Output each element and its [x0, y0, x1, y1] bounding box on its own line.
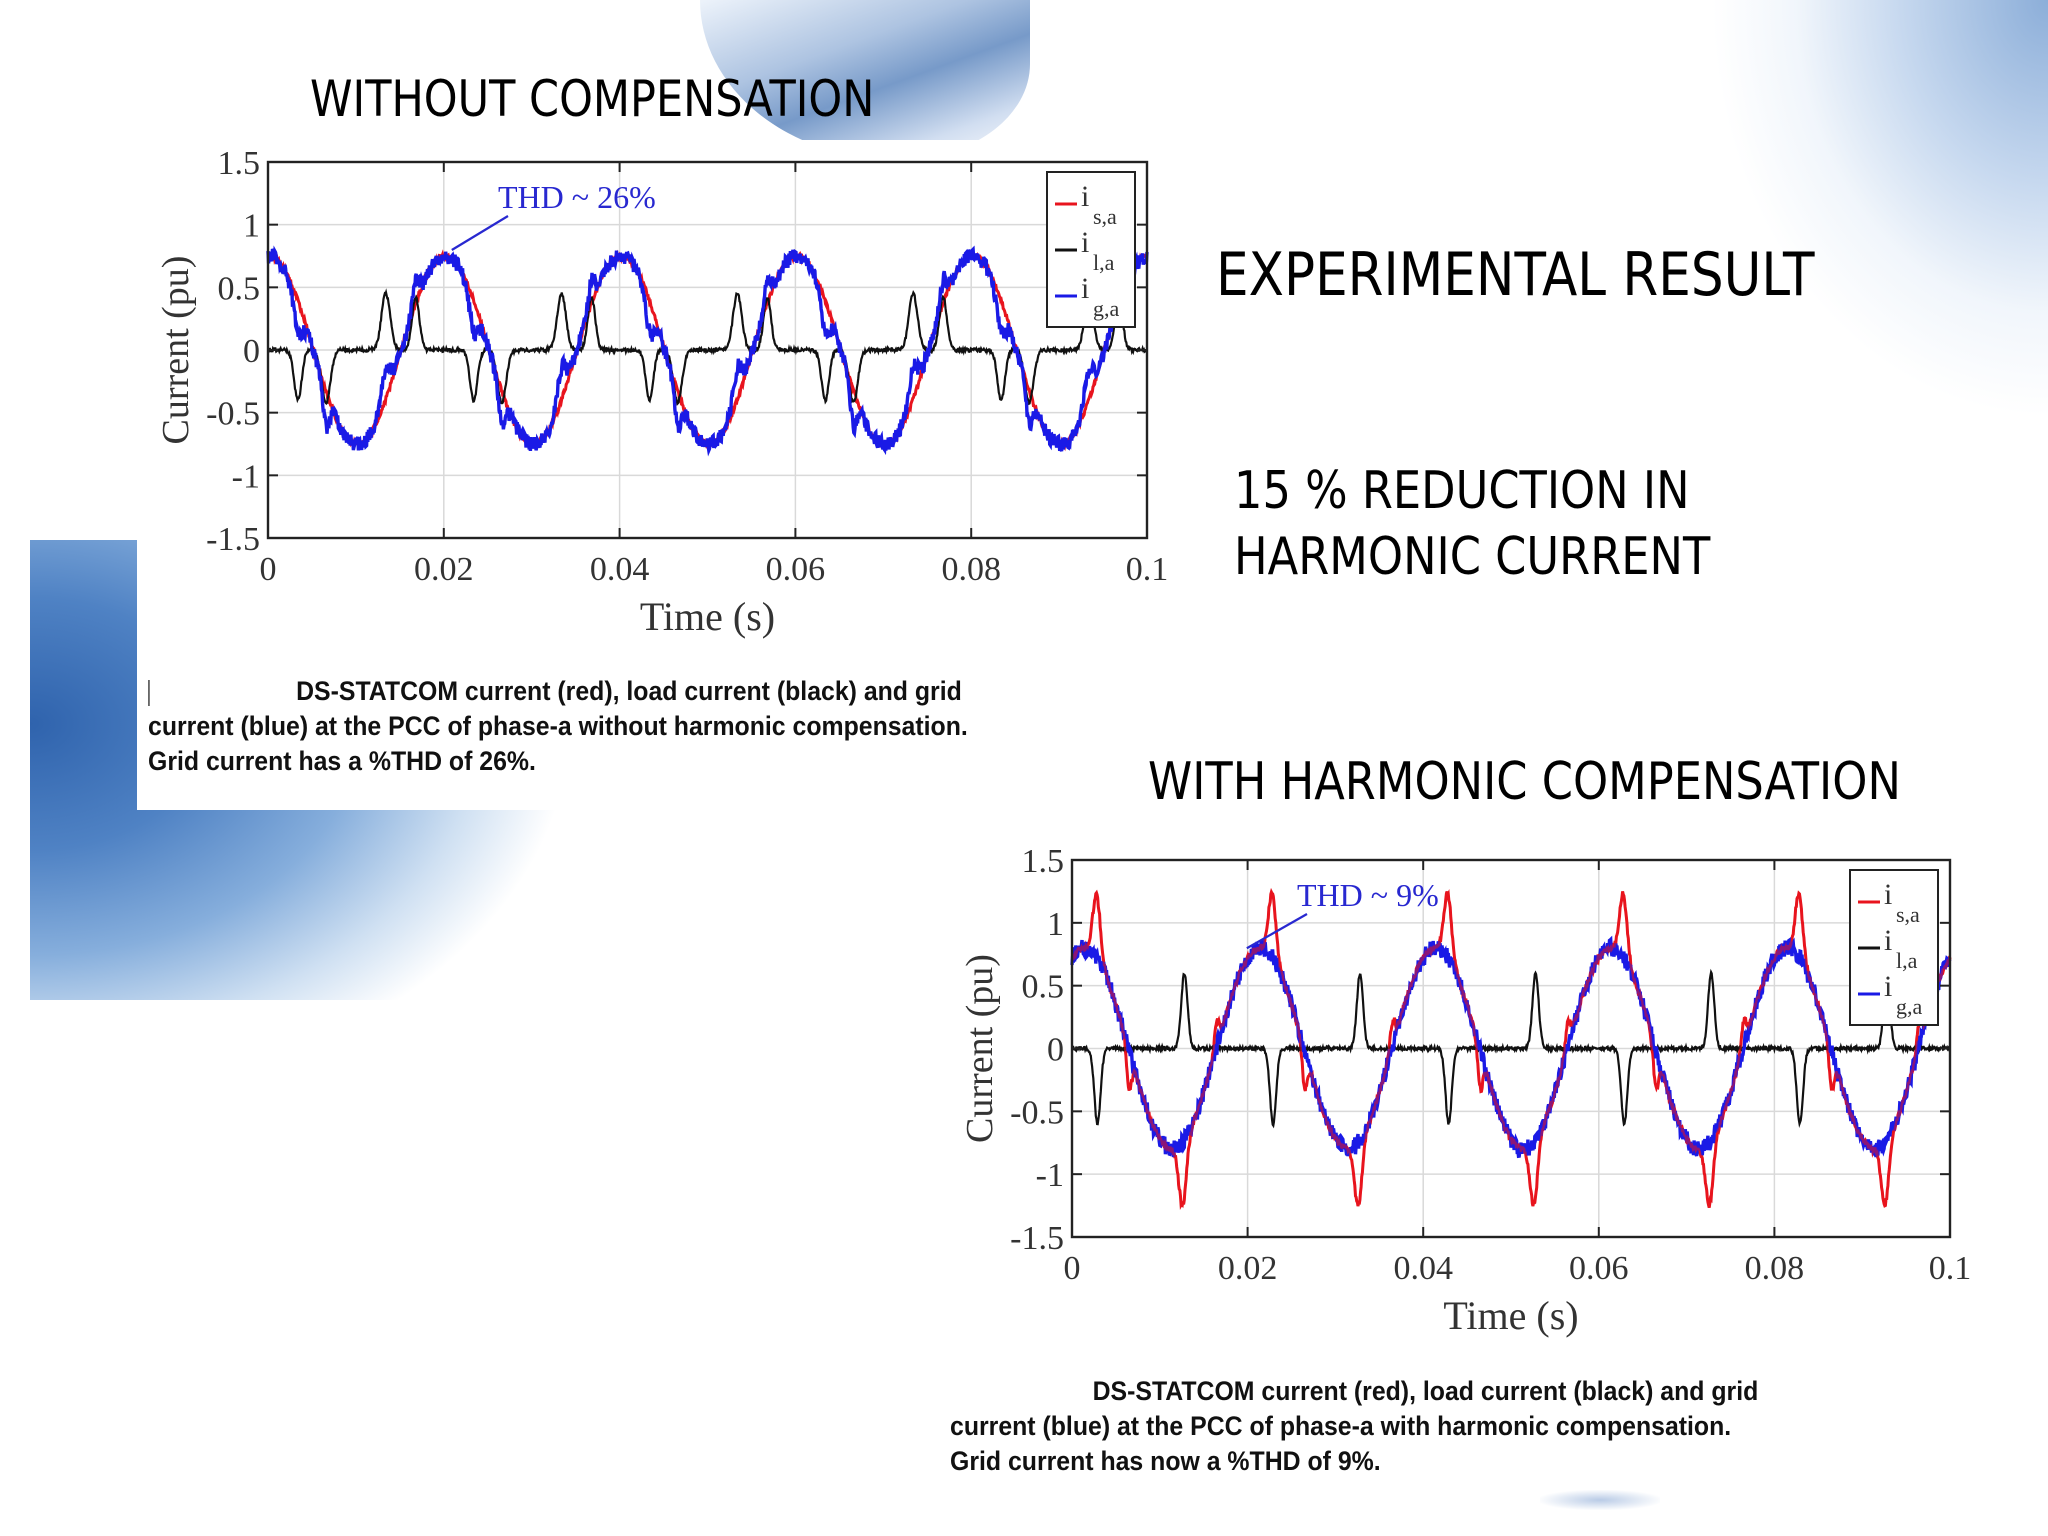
x-tick-label: 0.02 — [414, 551, 474, 588]
y-tick-label: -1 — [1036, 1157, 1064, 1194]
legend-label-sub: l,a — [1093, 250, 1115, 275]
x-tick-label: 0.1 — [1126, 551, 1169, 588]
thd-annotation: THD ~ 9% — [1297, 877, 1439, 913]
series-ig-a-line — [266, 245, 1149, 457]
summary-text: 15 % REDUCTION IN HARMONIC CURRENT — [1234, 458, 1710, 590]
series-il-a-line — [267, 288, 1148, 406]
legend-label-sub: g,a — [1896, 994, 1923, 1019]
legend-label: i — [1884, 878, 1892, 911]
chart-with-compensation: 0 0.02 0.04 0.06 0.08 0.1 1.5 1 0.5 0 -0.5 -1 -1.5 Ti… — [930, 835, 1990, 1345]
chart-1-svg: 0 0.02 0.04 0.06 0.08 0.1 1.5 1 0.5 0 -0.5 -1 -1.5 Ti… — [155, 145, 1169, 639]
y-tick-label: -1 — [232, 458, 260, 495]
caption-1-line-2: current (blue) at the PCC of phase-a wit… — [148, 711, 968, 741]
legend: is,ail,aig,a — [1046, 171, 1136, 328]
chart-without-compensation: 0 0.02 0.04 0.06 0.08 0.1 1.5 1 0.5 0 -0.5 -1 -1.5 Ti… — [140, 140, 1180, 650]
series-il-a-line — [1071, 968, 1952, 1129]
y-tick-label: 0 — [243, 333, 260, 370]
x-tick-label: 0.1 — [1929, 1250, 1972, 1287]
y-tick-label: 1 — [1047, 906, 1064, 943]
annotation-arrow — [451, 215, 509, 251]
summary-line-2: HARMONIC CURRENT — [1234, 527, 1711, 587]
thd-annotation: THD ~ 26% — [498, 179, 656, 215]
x-tick-label: 0.02 — [1218, 1250, 1278, 1287]
legend-label: i — [1081, 226, 1089, 259]
x-axis-label: Time (s) — [1443, 1293, 1578, 1338]
legend: is,ail,aig,a — [1849, 869, 1939, 1026]
summary-line-1: 15 % REDUCTION IN — [1234, 461, 1690, 521]
legend-label: i — [1884, 924, 1892, 957]
legend-label-sub: l,a — [1896, 948, 1918, 973]
y-tick-label: -1.5 — [206, 521, 260, 558]
caption-1-line-3: Grid current has a %THD of 26%. — [148, 746, 536, 776]
background-swirl-bottom — [1540, 1490, 1660, 1510]
y-axis-label: Current (pu) — [959, 954, 1001, 1143]
y-tick-label: -0.5 — [206, 396, 260, 433]
heading-without-compensation: WITHOUT COMPENSATION — [310, 70, 875, 128]
x-tick-label: 0.04 — [590, 551, 650, 588]
legend-label: i — [1884, 970, 1892, 1003]
y-tick-label: 1.5 — [1022, 843, 1065, 880]
x-tick-label: 0.06 — [766, 551, 826, 588]
annotation-arrow — [1246, 913, 1308, 950]
x-tick-label: 0.08 — [1745, 1250, 1805, 1287]
legend-label: i — [1081, 180, 1089, 213]
caption-2-line-3: Grid current has now a %THD of 9%. — [950, 1446, 1381, 1476]
heading-with-compensation: WITH HARMONIC COMPENSATION — [1148, 752, 1901, 812]
series-ig-a-line — [1070, 935, 1952, 1159]
legend-label-sub: s,a — [1093, 204, 1117, 229]
figure-caption-2: DS-STATCOM current (red), load current (… — [950, 1374, 1758, 1479]
x-axis-label: Time (s) — [640, 594, 775, 639]
y-tick-label: 0 — [1047, 1032, 1064, 1069]
slide-title: EXPERIMENTAL RESULT — [1216, 240, 1815, 310]
caption-2-line-2: current (blue) at the PCC of phase-a wit… — [950, 1411, 1732, 1441]
legend-label-sub: s,a — [1896, 902, 1920, 927]
caption-2-line-1: DS-STATCOM current (red), load current (… — [1092, 1376, 1759, 1406]
y-axis-label: Current (pu) — [155, 256, 197, 445]
y-tick-label: -0.5 — [1010, 1094, 1064, 1131]
x-tick-label: 0 — [1064, 1250, 1081, 1287]
chart-2-svg: 0 0.02 0.04 0.06 0.08 0.1 1.5 1 0.5 0 -0.5 -1 -1.5 Ti… — [959, 843, 1972, 1338]
y-tick-label: -1.5 — [1010, 1220, 1064, 1257]
legend-label: i — [1081, 272, 1089, 305]
y-tick-label: 1 — [243, 208, 260, 245]
x-tick-label: 0.06 — [1569, 1250, 1629, 1287]
caption-1-line-1: DS-STATCOM current (red), load current (… — [296, 676, 962, 706]
background-swirl-top-right — [1600, 0, 2048, 460]
y-tick-label: 0.5 — [218, 270, 261, 307]
y-tick-label: 0.5 — [1022, 969, 1065, 1006]
x-tick-label: 0.08 — [941, 551, 1001, 588]
x-tick-label: 0.04 — [1393, 1250, 1453, 1287]
figure-caption-1: DS-STATCOM current (red), load current (… — [148, 674, 968, 779]
y-tick-label: 1.5 — [218, 145, 261, 182]
x-tick-label: 0 — [260, 551, 277, 588]
caption-marker — [148, 679, 150, 706]
legend-label-sub: g,a — [1093, 296, 1120, 321]
